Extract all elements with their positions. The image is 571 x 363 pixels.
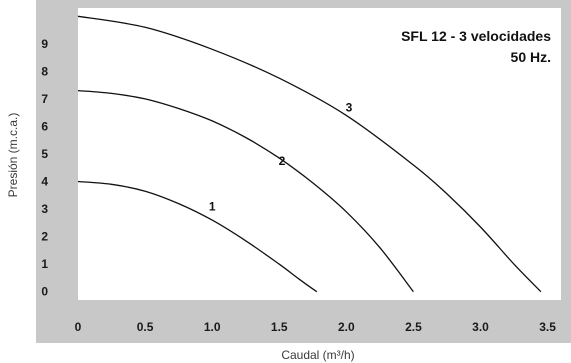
x-tick-labels: 0 0.5 1.0 1.5 2.0 2.5 3.0 3.5: [75, 320, 557, 334]
curve-labels: 1 2 3: [209, 100, 353, 213]
y-axis-title: Presión (m.c.a.): [6, 113, 20, 198]
y-tick-label: 1: [41, 257, 48, 271]
x-tick-label: 1.5: [271, 320, 288, 334]
curve-label-3: 3: [346, 100, 353, 114]
curve-2: [77, 89, 414, 293]
curve-1: [77, 180, 318, 293]
y-tick-labels: 0 1 2 3 4 5 6 7 8 9: [41, 37, 48, 299]
title-box: [368, 20, 556, 70]
x-tick-label: 2.0: [338, 320, 355, 334]
chart-subtitle: 50 Hz.: [511, 49, 551, 65]
y-tick-label: 8: [41, 64, 48, 78]
x-tick-label: 2.5: [405, 320, 422, 334]
x-tick-label: 0.5: [137, 320, 154, 334]
x-axis-title: Caudal (m³/h): [281, 348, 354, 362]
y-tick-label: 3: [41, 202, 48, 216]
x-tick-label: 0: [75, 320, 82, 334]
x-tick-label: 1.0: [204, 320, 221, 334]
curve-label-1: 1: [209, 199, 216, 213]
y-tick-label: 5: [41, 147, 48, 161]
y-tick-label: 0: [41, 285, 48, 299]
y-tick-label: 6: [41, 119, 48, 133]
curve-label-2: 2: [279, 154, 286, 168]
x-tick-label: 3.5: [539, 320, 556, 334]
chart-title: SFL 12 - 3 velocidades: [401, 28, 551, 44]
curve-3: [77, 15, 542, 293]
y-tick-label: 2: [41, 230, 48, 244]
curves: [77, 15, 542, 293]
x-tick-label: 3.0: [472, 320, 489, 334]
y-tick-label: 4: [41, 175, 48, 189]
y-tick-label: 7: [41, 92, 48, 106]
y-tick-label: 9: [41, 37, 48, 51]
